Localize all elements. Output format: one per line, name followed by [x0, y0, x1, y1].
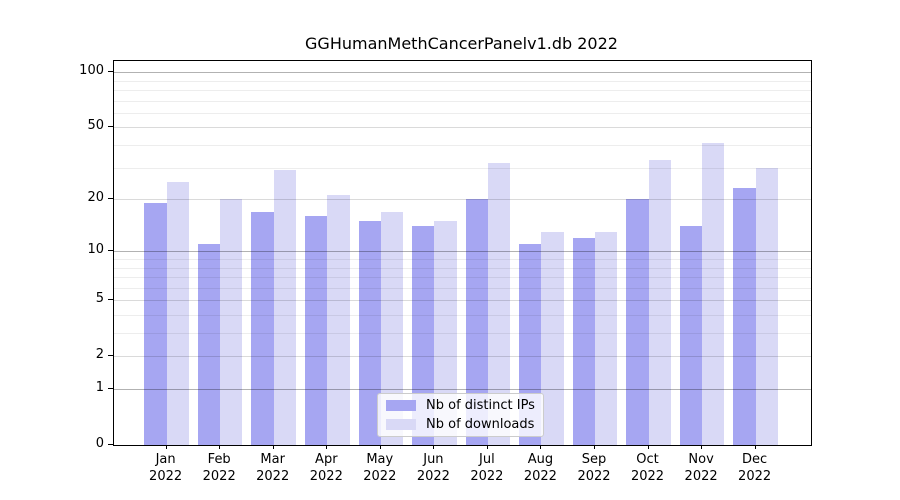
bar-distinct-ips-dec — [733, 188, 756, 445]
legend-swatch-downloads — [386, 419, 416, 430]
x-tick-year: 2022 — [523, 469, 557, 484]
gridline-90 — [114, 80, 811, 82]
x-tick-label-oct: Oct 2022 — [630, 452, 665, 484]
legend-item-downloads: Nb of downloads — [386, 417, 543, 432]
bar-distinct-ips-mar — [251, 211, 274, 445]
x-tick-mark-sep — [594, 445, 595, 449]
x-tick-label-may: May 2022 — [363, 452, 397, 484]
x-tick-mark-jul — [486, 445, 488, 449]
y-tick-mark-50 — [108, 126, 113, 128]
bar-distinct-ips-apr — [304, 216, 328, 445]
x-tick-year: 2022 — [202, 469, 236, 484]
chart-title: GGHumanMethCancerPanelv1.db 2022 — [305, 34, 618, 53]
bar-distinct-ips-nov — [679, 226, 703, 445]
y-tick-label-20: 20 — [87, 190, 104, 205]
y-tick-label-2: 2 — [95, 347, 104, 363]
x-tick-label-jul: Jul 2022 — [470, 452, 504, 484]
y-tick-mark-20 — [108, 198, 113, 199]
y-tick-label-0: 0 — [95, 436, 104, 451]
x-tick-year: 2022 — [363, 469, 397, 484]
bar-distinct-ips-jan — [144, 202, 167, 445]
legend-item-distinct-ips: Nb of distinct IPs — [386, 398, 543, 413]
x-tick-year: 2022 — [256, 469, 290, 484]
x-tick-mark-aug — [540, 445, 542, 449]
x-tick-mark-jan — [165, 445, 167, 449]
bar-downloads-feb — [220, 199, 243, 445]
y-tick-mark-2 — [108, 355, 113, 357]
bar-downloads-may — [380, 211, 404, 445]
bar-downloads-oct — [648, 160, 671, 445]
x-tick-mark-oct — [647, 445, 649, 449]
bar-downloads-jun — [434, 221, 457, 445]
x-tick-year: 2022 — [416, 469, 450, 484]
x-tick-year: 2022 — [470, 469, 504, 484]
y-tick-label-5: 5 — [95, 291, 104, 307]
x-tick-mark-may — [379, 445, 381, 449]
y-tick-label-10: 10 — [87, 242, 104, 258]
bar-distinct-ips-sep — [572, 237, 595, 445]
bar-downloads-dec — [755, 167, 778, 445]
bar-downloads-nov — [702, 143, 725, 445]
bar-downloads-jan — [166, 181, 189, 445]
bar-downloads-sep — [595, 231, 618, 445]
plot-area — [113, 60, 812, 446]
x-tick-label-aug: Aug 2022 — [523, 452, 557, 484]
x-tick-year: 2022 — [309, 469, 343, 484]
x-tick-label-sep: Sep 2022 — [577, 452, 611, 484]
x-tick-mark-apr — [326, 445, 328, 449]
legend-swatch-distinct-ips — [386, 400, 416, 411]
x-tick-mark-dec — [754, 445, 756, 449]
bar-downloads-mar — [273, 170, 296, 445]
x-tick-year: 2022 — [738, 469, 772, 484]
x-tick-year: 2022 — [684, 469, 718, 484]
gridline-50 — [114, 127, 811, 129]
legend-label-distinct-ips: Nb of distinct IPs — [426, 398, 535, 413]
bar-distinct-ips-feb — [197, 244, 221, 445]
bar-downloads-apr — [327, 195, 350, 445]
legend: Nb of distinct IPs Nb of downloads — [377, 393, 544, 437]
y-tick-mark-1 — [108, 388, 113, 389]
y-tick-label-50: 50 — [87, 118, 104, 134]
bar-downloads-jul — [487, 162, 511, 445]
x-tick-label-dec: Dec 2022 — [738, 452, 772, 484]
x-tick-label-apr: Apr 2022 — [309, 452, 343, 484]
bar-distinct-ips-jun — [412, 226, 435, 445]
y-tick-mark-5 — [108, 299, 113, 301]
x-tick-label-jan: Jan 2022 — [149, 452, 183, 484]
x-tick-label-feb: Feb 2022 — [202, 452, 236, 484]
x-tick-year: 2022 — [630, 469, 665, 484]
gridline-100 — [114, 72, 811, 74]
x-tick-year: 2022 — [577, 469, 611, 484]
bar-distinct-ips-oct — [626, 199, 649, 445]
bar-distinct-ips-may — [358, 221, 381, 445]
x-tick-label-jun: Jun 2022 — [416, 452, 450, 484]
bar-downloads-aug — [541, 231, 564, 445]
x-tick-mark-nov — [701, 445, 703, 449]
gridline-70 — [114, 100, 811, 102]
x-tick-mark-feb — [219, 445, 221, 449]
x-tick-label-mar: Mar 2022 — [256, 452, 290, 484]
x-tick-mark-jun — [433, 445, 435, 449]
bar-distinct-ips-jul — [465, 199, 488, 445]
y-tick-mark-10 — [108, 250, 113, 252]
y-tick-mark-0 — [108, 444, 113, 445]
y-tick-label-100: 100 — [79, 63, 104, 79]
gridline-80 — [114, 89, 811, 91]
y-tick-label-1: 1 — [95, 380, 104, 395]
x-tick-year: 2022 — [149, 469, 183, 484]
x-tick-mark-mar — [272, 445, 274, 449]
legend-label-downloads: Nb of downloads — [426, 417, 535, 432]
gridline-60 — [114, 112, 811, 114]
y-tick-mark-100 — [108, 71, 113, 73]
x-tick-label-nov: Nov 2022 — [684, 452, 718, 484]
